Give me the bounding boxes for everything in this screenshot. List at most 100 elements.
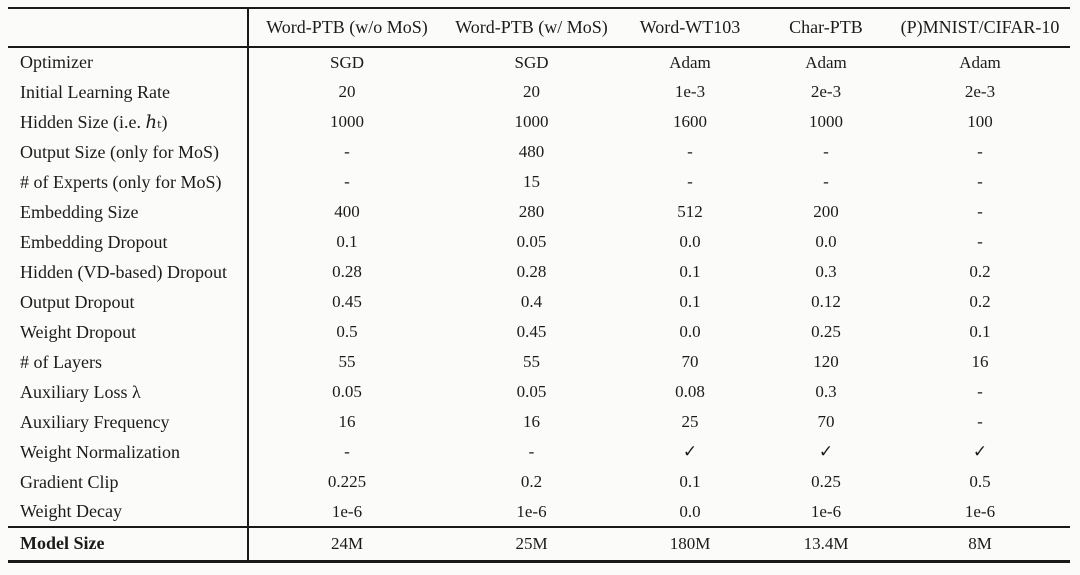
- table-row: Optimizer SGD SGD Adam Adam Adam: [8, 47, 1070, 77]
- table-row: # of Experts (only for MoS) - 15 - - -: [8, 167, 1070, 197]
- checkmark-cell: ✓: [818, 442, 834, 461]
- cell-value: 1600: [673, 112, 707, 131]
- cell-value: 0.25: [811, 322, 841, 341]
- table-row: Model Size 24M 25M 180M 13.4M 8M: [8, 526, 1070, 561]
- cell-value: 1e-6: [810, 501, 842, 521]
- cell-value: 0.3: [815, 262, 837, 281]
- column-header: Word-PTB (w/o MoS): [247, 8, 445, 48]
- row-label: Embedding Size: [20, 201, 139, 222]
- cell-value: 0.3: [815, 382, 837, 401]
- cell-value: 25M: [445, 526, 618, 561]
- cell-value: -: [247, 137, 445, 167]
- cell-value: -: [977, 412, 983, 431]
- column-header: Char-PTB: [762, 8, 890, 48]
- cell-value: 200: [813, 202, 839, 221]
- cell-value: -: [977, 202, 983, 221]
- column-header: (P)MNIST/CIFAR-10: [890, 8, 1070, 48]
- cell-value: -: [977, 382, 983, 401]
- cell-value: 1000: [247, 107, 445, 137]
- table-row: Auxiliary Frequency 16 16 25 70 -: [8, 407, 1070, 437]
- cell-value: 2e-3: [810, 82, 842, 101]
- cell-value: Adam: [805, 52, 847, 72]
- cell-value: 0.05: [516, 382, 547, 401]
- cell-value: -: [977, 142, 983, 161]
- cell-value: 1000: [809, 112, 843, 131]
- cell-value: Adam: [669, 52, 711, 72]
- cell-value: 1e-6: [247, 497, 445, 527]
- row-label: Weight Normalization: [20, 441, 181, 462]
- row-label: Model Size: [8, 526, 248, 561]
- cell-value: 0.45: [516, 322, 547, 341]
- cell-value: 20: [523, 82, 540, 101]
- row-label: # of Layers: [20, 351, 102, 372]
- cell-value: Adam: [959, 52, 1001, 72]
- table-row: Gradient Clip 0.225 0.2 0.1 0.25 0.5: [8, 467, 1070, 497]
- cell-value: SGD: [514, 52, 549, 72]
- row-label: Hidden (VD-based) Dropout: [20, 261, 227, 282]
- cell-value: 13.4M: [762, 526, 890, 561]
- row-label: # of Experts (only for MoS): [20, 171, 222, 192]
- cell-value: 180M: [618, 526, 762, 561]
- table-body: Optimizer SGD SGD Adam Adam Adam Initial Learn…: [8, 47, 1070, 561]
- row-label: Weight Decay: [20, 501, 123, 521]
- table-row: Auxiliary Loss λ 0.05 0.05 0.08 0.3 -: [8, 377, 1070, 407]
- cell-value: 0.05: [516, 232, 547, 251]
- cell-value: 25: [681, 412, 699, 431]
- cell-value: 20: [247, 77, 445, 107]
- cell-value: 24M: [247, 526, 445, 561]
- cell-value: 0.1: [969, 322, 991, 341]
- row-label: Optimizer: [20, 52, 93, 72]
- cell-value: 1e-6: [516, 501, 547, 521]
- cell-value: 15: [523, 172, 540, 191]
- cell-value: 280: [518, 202, 545, 221]
- cell-value: 8M: [890, 526, 1070, 561]
- column-header: Word-WT103: [618, 8, 762, 48]
- cell-value: 2e-3: [964, 82, 996, 101]
- cell-value: -: [687, 142, 693, 161]
- cell-value: 0.5: [969, 472, 991, 491]
- cell-value: 0.2: [969, 262, 991, 281]
- cell-value: 0.0: [679, 501, 701, 521]
- row-label: Initial Learning Rate: [20, 81, 170, 102]
- cell-value: -: [247, 167, 445, 197]
- cell-value: 70: [681, 352, 699, 371]
- cell-value: 55: [523, 352, 540, 371]
- table-row: Output Size (only for MoS) - 480 - - -: [8, 137, 1070, 167]
- cell-value: 512: [677, 202, 703, 221]
- cell-value: 0.0: [815, 232, 837, 251]
- cell-value: 0.4: [520, 292, 543, 311]
- cell-value: 0.05: [247, 377, 445, 407]
- cell-value: -: [823, 142, 829, 161]
- cell-value: 0.25: [811, 472, 841, 491]
- cell-value: -: [823, 172, 829, 191]
- cell-value: SGD: [247, 47, 445, 77]
- row-label: Embedding Dropout: [20, 231, 168, 252]
- table-row: # of Layers 55 55 70 120 16: [8, 347, 1070, 377]
- table-row: Weight Dropout 0.5 0.45 0.0 0.25 0.1: [8, 317, 1070, 347]
- table-row: Embedding Size 400 280 512 200 -: [8, 197, 1070, 227]
- cell-value: 1e-3: [674, 82, 706, 101]
- row-label: Auxiliary Frequency: [20, 411, 170, 432]
- cell-value: 100: [967, 112, 993, 131]
- table-row: Hidden Size (i.e. ℎₜ) 1000 1000 1600 1000 100: [8, 107, 1070, 137]
- header-row: Word-PTB (w/o MoS) Word-PTB (w/ MoS) Word-…: [8, 8, 1070, 48]
- cell-value: -: [247, 437, 445, 467]
- cell-value: 0.28: [247, 257, 445, 287]
- checkmark-cell: ✓: [972, 442, 988, 461]
- cell-value: 0.0: [679, 322, 701, 341]
- cell-value: 16: [247, 407, 445, 437]
- cell-value: 1000: [514, 112, 549, 131]
- cell-value: 0.2: [969, 292, 991, 311]
- cell-value: 400: [247, 197, 445, 227]
- table-row: Embedding Dropout 0.1 0.05 0.0 0.0 -: [8, 227, 1070, 257]
- cell-value: -: [977, 172, 983, 191]
- cell-value: 70: [817, 412, 835, 431]
- table-row: Weight Decay 1e-6 1e-6 0.0 1e-6 1e-6: [8, 497, 1070, 527]
- row-label: Weight Dropout: [20, 321, 137, 342]
- row-label: Output Size (only for MoS): [20, 141, 219, 162]
- cell-value: 0.45: [247, 287, 445, 317]
- cell-value: -: [687, 172, 693, 191]
- cell-value: -: [977, 232, 983, 251]
- cell-value: 480: [518, 142, 545, 161]
- table-row: Hidden (VD-based) Dropout 0.28 0.28 0.1 0.3 0…: [8, 257, 1070, 287]
